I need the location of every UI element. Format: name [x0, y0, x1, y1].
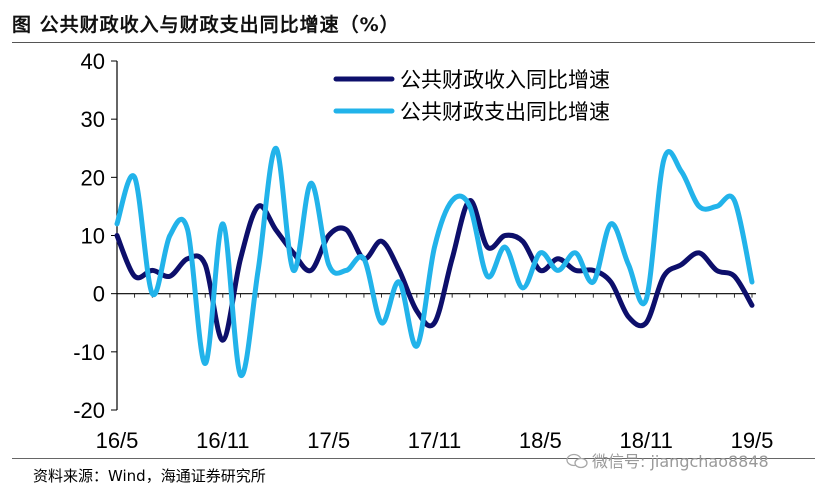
- wechat-icon: [566, 453, 588, 469]
- y-tick-label: 0: [93, 282, 105, 307]
- data-points: [116, 148, 753, 376]
- x-tick-label: 17/5: [307, 428, 350, 453]
- x-tick-label: 18/11: [619, 428, 672, 453]
- watermark: 微信号: jiangchao8848: [566, 448, 769, 472]
- y-tick-label: -20: [73, 398, 105, 423]
- y-tick-label: 10: [81, 224, 105, 249]
- legend-label: 公共财政收入同比增速: [400, 68, 610, 92]
- expenditure-growth-line: [114, 145, 755, 378]
- title-bar: 图 公共财政收入与财政支出同比增速（%）: [12, 8, 815, 43]
- series-layer: [114, 145, 755, 378]
- chart-title: 图 公共财政收入与财政支出同比增速（%）: [12, 14, 400, 36]
- x-tick-label: 16/5: [96, 428, 139, 453]
- y-tick-label: 30: [81, 107, 105, 132]
- x-tick-label: 17/11: [408, 428, 461, 453]
- x-tick-label: 16/11: [196, 428, 249, 453]
- legend-label: 公共财政支出同比增速: [400, 100, 610, 124]
- y-tick-label: -10: [73, 340, 105, 365]
- source-divider: [12, 458, 815, 459]
- watermark-text: 微信号: jiangchao8848: [592, 452, 769, 471]
- title-divider: [12, 42, 815, 43]
- x-tick-label: 19/5: [731, 428, 774, 453]
- y-tick-label: 40: [81, 49, 105, 74]
- y-tick-label: 20: [81, 165, 105, 190]
- x-tick-label: 18/5: [519, 428, 562, 453]
- source-note: 资料来源：Wind，海通证券研究所: [33, 467, 266, 485]
- data-points: [116, 200, 753, 341]
